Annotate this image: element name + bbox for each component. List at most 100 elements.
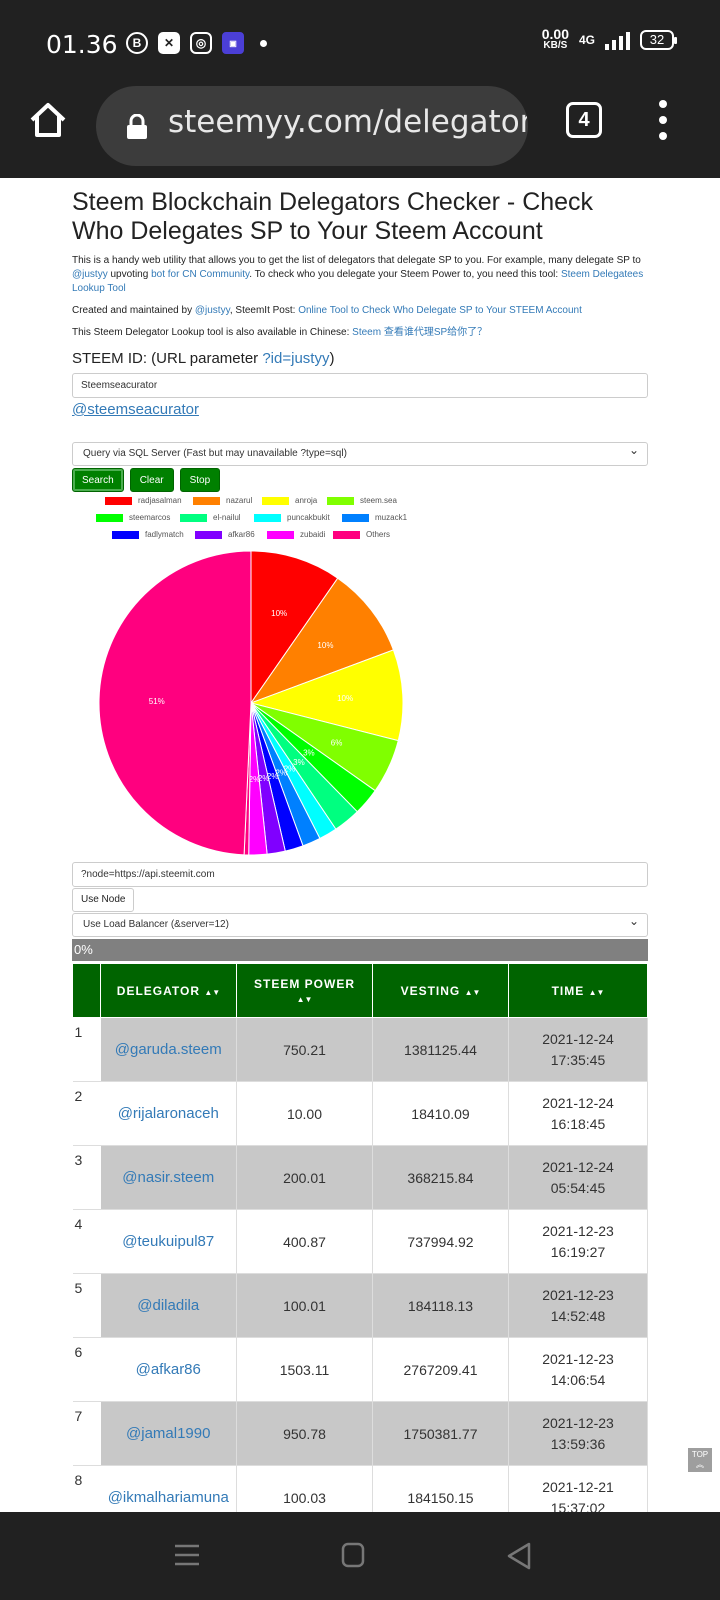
legend-item[interactable]: fadlymatch xyxy=(112,530,184,539)
legend-item[interactable]: el-nailul xyxy=(180,513,241,522)
pie-label: 2% xyxy=(258,774,270,783)
legend-item[interactable]: steemarcos xyxy=(96,513,170,522)
created-paragraph: Created and maintained by @justyy, Steem… xyxy=(72,304,648,318)
clear-button[interactable]: Clear xyxy=(129,468,174,492)
home-nav-icon[interactable] xyxy=(341,1542,365,1568)
pie-slice-anroja[interactable] xyxy=(249,649,404,742)
legend-item[interactable]: zubaidi xyxy=(267,530,325,539)
legend-label: radjasalman xyxy=(138,496,182,505)
vesting-cell: 18410.09 xyxy=(372,1081,509,1146)
header-time[interactable]: TIME ▲▼ xyxy=(508,963,648,1018)
legend-label: zubaidi xyxy=(300,530,326,539)
justyy-link[interactable]: @justyy xyxy=(72,269,108,280)
recent-apps-icon[interactable] xyxy=(174,1542,200,1568)
stop-button[interactable]: Stop xyxy=(179,468,221,492)
instagram-icon: ◎ xyxy=(190,32,212,54)
author-link[interactable]: @justyy xyxy=(194,305,230,316)
table-header-row: DELEGATOR ▲▼ STEEM POWER ▲▼ VESTING ▲▼ TI… xyxy=(72,963,648,1018)
delegator-link[interactable]: @ikmalhariamuna xyxy=(100,1465,237,1512)
time-cell: 2021-12-23 13:59:36 xyxy=(508,1401,648,1466)
legend-item[interactable]: steem.sea xyxy=(327,496,397,505)
home-icon[interactable] xyxy=(28,100,68,140)
load-balancer-select[interactable]: Use Load Balancer (&server=12) xyxy=(72,910,648,937)
created-text-2: , SteemIt Post: xyxy=(229,305,299,316)
delegator-link[interactable]: @rijalaronaceh xyxy=(100,1081,237,1146)
calendar-app-icon: ▣ xyxy=(222,32,244,54)
browser-menu-icon[interactable] xyxy=(656,100,670,140)
intro-text-3: . To check who you delegate your Steem P… xyxy=(249,269,561,280)
delegator-link[interactable]: @jamal1990 xyxy=(100,1401,237,1466)
speed-value: 0.00 xyxy=(541,26,569,42)
chinese-version-link[interactable]: Steem 查看谁代理SP给你了？ xyxy=(352,327,488,338)
intro-text-1: This is a handy web utility that allows … xyxy=(72,255,641,266)
node-input[interactable]: ?node=https://api.steemit.com xyxy=(72,862,648,887)
cn-bot-link[interactable]: bot for CN Community xyxy=(151,269,250,280)
system-nav-bar xyxy=(0,1512,720,1600)
main-content: Steem Blockchain Delegators Checker - Ch… xyxy=(72,178,648,1512)
url-param-link[interactable]: ?id=justyy xyxy=(262,350,330,367)
vesting-cell: 184150.15 xyxy=(372,1465,509,1512)
time-cell: 2021-12-23 14:52:48 xyxy=(508,1273,648,1338)
header-delegator[interactable]: DELEGATOR ▲▼ xyxy=(100,963,237,1018)
tab-switcher-button[interactable]: 4 xyxy=(566,102,602,138)
more-notifications-icon xyxy=(260,39,267,47)
query-method-select[interactable]: Query via SQL Server (Fast but may unava… xyxy=(72,439,648,466)
legend-swatch xyxy=(333,530,360,539)
user-profile-link[interactable]: @steemseacurator xyxy=(72,401,199,418)
signal-icon xyxy=(605,30,630,50)
steem-power-cell: 400.87 xyxy=(236,1209,373,1274)
legend-item[interactable]: puncakbukit xyxy=(254,513,330,522)
delegator-link[interactable]: @teukuipul87 xyxy=(100,1209,237,1274)
row-index: 7 xyxy=(72,1401,101,1466)
legend-item[interactable]: radjasalman xyxy=(105,496,182,505)
header-vesting[interactable]: VESTING ▲▼ xyxy=(372,963,509,1018)
row-index: 3 xyxy=(72,1145,101,1210)
b-app-icon: B xyxy=(126,32,148,54)
legend-label: afkar86 xyxy=(228,530,255,539)
header-steem-power[interactable]: STEEM POWER ▲▼ xyxy=(236,963,373,1018)
delegatees-tool-link[interactable]: Steem Delegatees Lookup Tool xyxy=(72,269,644,294)
pie-label: 10% xyxy=(317,641,333,650)
delegator-link[interactable]: @nasir.steem xyxy=(100,1145,237,1210)
time-cell: 2021-12-24 17:35:45 xyxy=(508,1017,648,1082)
delegator-link[interactable]: @diladila xyxy=(100,1273,237,1338)
time-cell: 2021-12-23 16:19:27 xyxy=(508,1209,648,1274)
lock-icon xyxy=(127,114,147,139)
legend-swatch xyxy=(96,513,123,522)
pie-slice-nazarul[interactable] xyxy=(249,577,395,705)
steem-id-input[interactable]: Steemseacurator xyxy=(72,373,648,398)
delegators-table: DELEGATOR ▲▼ STEEM POWER ▲▼ VESTING ▲▼ TI… xyxy=(72,963,648,1512)
pie-label: 10% xyxy=(337,694,353,703)
chart-legend: radjasalman nazarul anroja steem.sea steemar… xyxy=(72,496,648,548)
legend-label: steemarcos xyxy=(129,513,171,522)
header-index xyxy=(72,963,101,1018)
search-button[interactable]: Search xyxy=(72,468,124,492)
legend-label: anroja xyxy=(295,496,318,505)
legend-label: steem.sea xyxy=(360,496,397,505)
steem-power-cell: 1503.11 xyxy=(236,1337,373,1402)
pie-label: 3% xyxy=(293,758,305,767)
steemit-post-link[interactable]: Online Tool to Check Who Delegate SP to … xyxy=(298,305,582,316)
row-index: 1 xyxy=(72,1017,101,1082)
legend-item[interactable]: Others xyxy=(333,530,390,539)
delegator-link[interactable]: @afkar86 xyxy=(100,1337,237,1402)
scroll-to-top-button[interactable]: TOP ︽ xyxy=(688,1448,712,1472)
pie-slice-Others[interactable] xyxy=(98,550,252,856)
address-bar[interactable]: steemyy.com/delegators xyxy=(96,86,528,166)
pie-slice-radjasalman[interactable] xyxy=(250,550,339,705)
time-cell: 2021-12-24 05:54:45 xyxy=(508,1145,648,1210)
delegator-link[interactable]: @garuda.steem xyxy=(100,1017,237,1082)
time-cell: 2021-12-21 15:37:02 xyxy=(508,1465,648,1512)
action-buttons: Search Clear Stop xyxy=(72,468,648,492)
legend-item[interactable]: muzack1 xyxy=(342,513,407,522)
legend-item[interactable]: afkar86 xyxy=(195,530,255,539)
steem-power-cell: 750.21 xyxy=(236,1017,373,1082)
back-icon[interactable] xyxy=(506,1542,532,1570)
use-node-button[interactable]: Use Node xyxy=(72,888,135,912)
legend-label: nazarul xyxy=(226,496,253,505)
status-time: 01.36 xyxy=(46,30,118,59)
legend-label: Others xyxy=(366,530,391,539)
legend-item[interactable]: nazarul xyxy=(193,496,252,505)
legend-item[interactable]: anroja xyxy=(262,496,317,505)
legend-swatch xyxy=(112,530,139,539)
